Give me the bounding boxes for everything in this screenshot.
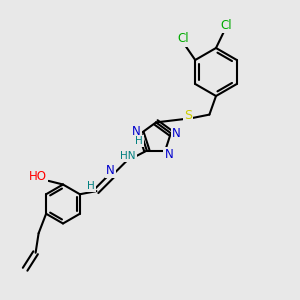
Text: HO: HO: [29, 170, 47, 183]
Text: N: N: [164, 148, 173, 161]
Text: S: S: [184, 109, 192, 122]
Text: N: N: [106, 164, 115, 177]
Text: H: H: [87, 181, 95, 191]
Text: N: N: [132, 125, 141, 138]
Text: H: H: [136, 136, 143, 146]
Text: Cl: Cl: [221, 19, 232, 32]
Text: N: N: [172, 127, 181, 140]
Text: HN: HN: [120, 151, 135, 161]
Text: Cl: Cl: [177, 32, 189, 46]
